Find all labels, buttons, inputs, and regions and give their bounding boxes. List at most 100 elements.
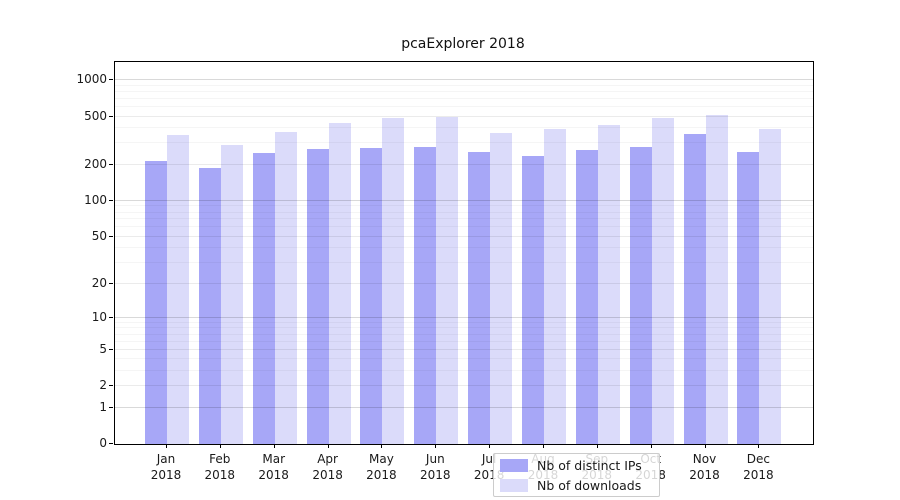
bar-dec-downloads	[759, 128, 782, 444]
x-tick-mark-may	[381, 444, 383, 448]
x-tick-mark-jan	[166, 444, 167, 448]
y-tick-label-200: 200	[84, 156, 107, 171]
y-tick-mark-10	[109, 316, 113, 318]
bar-may-distinct-ips	[360, 148, 383, 444]
y-tick-label-1000: 1000	[76, 72, 107, 86]
y-tick-label-50: 50	[91, 228, 107, 243]
x-tick-label-may: May 2018	[366, 452, 397, 482]
bar-sep-distinct-ips	[575, 149, 598, 444]
plot-area: Nb of distinct IPs Nb of downloads	[114, 61, 814, 497]
chart-title: pcaExplorer 2018	[401, 36, 525, 52]
bar-oct-downloads	[651, 118, 674, 444]
gridline-50	[115, 235, 813, 237]
y-tick-label-5: 5	[99, 341, 107, 356]
x-tick-mark-dec	[758, 444, 760, 448]
y-tick-mark-5	[109, 348, 113, 350]
gridline-minor-8	[115, 327, 813, 329]
y-tick-label-1: 1	[99, 399, 107, 414]
gridline-2	[115, 385, 813, 387]
y-tick-mark-500	[109, 115, 113, 117]
bar-feb-downloads	[220, 145, 243, 444]
gridline-minor-800	[115, 90, 813, 92]
legend-row-distinct-ips: Nb of distinct IPs	[500, 457, 659, 474]
x-tick-mark-mar	[273, 444, 275, 448]
gridline-20	[115, 282, 813, 284]
x-tick-mark-sep	[596, 444, 598, 448]
gridline-minor-4	[115, 358, 813, 360]
bar-jan-distinct-ips	[145, 160, 167, 444]
legend-row-downloads: Nb of downloads	[500, 477, 659, 494]
bar-may-downloads	[382, 118, 405, 444]
y-tick-mark-100	[109, 199, 113, 201]
gridline-5	[115, 348, 813, 350]
gridline-minor-30	[115, 262, 813, 264]
legend-label-distinct-ips: Nb of distinct IPs	[537, 457, 642, 473]
x-tick-mark-nov	[704, 444, 706, 448]
gridline-minor-40	[115, 247, 813, 249]
bar-mar-downloads	[274, 131, 297, 444]
gridline-500	[115, 115, 813, 117]
x-tick-mark-apr	[327, 444, 329, 448]
x-tick-label-dec: Dec 2018	[743, 452, 774, 482]
bar-aug-downloads	[543, 129, 566, 444]
x-tick-label-apr: Apr 2018	[312, 452, 343, 482]
y-tick-mark-1	[109, 406, 113, 408]
x-tick-label-feb: Feb 2018	[204, 452, 236, 482]
y-tick-label-20: 20	[91, 275, 107, 290]
bar-sep-downloads	[597, 124, 620, 444]
x-tick-label-jun: Jun 2018	[420, 452, 451, 482]
gridline-10	[115, 316, 813, 318]
legend: Nb of distinct IPs Nb of downloads	[493, 453, 660, 497]
y-tick-mark-20	[109, 282, 113, 284]
y-tick-mark-0	[109, 443, 113, 444]
y-tick-mark-200	[109, 163, 113, 165]
x-tick-mark-aug	[543, 444, 544, 448]
gridline-100	[115, 199, 813, 201]
gridline-minor-300	[115, 142, 813, 144]
gridline-minor-400	[115, 127, 813, 129]
bar-aug-distinct-ips	[521, 155, 544, 444]
bar-oct-distinct-ips	[629, 147, 652, 444]
gridline-1	[115, 406, 813, 408]
y-tick-label-100: 100	[84, 192, 107, 207]
gridline-minor-9	[115, 321, 813, 323]
x-tick-label-nov: Nov 2018	[689, 452, 720, 482]
bar-jun-distinct-ips	[414, 147, 437, 444]
bar-jul-distinct-ips	[468, 151, 491, 444]
bar-nov-downloads	[705, 115, 728, 444]
y-tick-mark-1000	[109, 79, 113, 80]
bar-jul-downloads	[490, 133, 513, 444]
y-tick-label-10: 10	[91, 309, 107, 324]
x-tick-mark-oct	[650, 444, 652, 448]
bar-nov-distinct-ips	[683, 134, 706, 444]
gridline-minor-900	[115, 84, 813, 86]
gridline-200	[115, 163, 813, 165]
gridline-minor-700	[115, 97, 813, 99]
gridline-1000	[115, 79, 813, 80]
gridline-minor-7	[115, 333, 813, 335]
x-tick-label-jan: Jan 2018	[150, 452, 182, 482]
bar-feb-distinct-ips	[198, 168, 221, 444]
x-tick-mark-jul	[489, 444, 491, 448]
gridline-minor-90	[115, 205, 813, 207]
bar-apr-distinct-ips	[306, 148, 329, 444]
gridline-minor-70	[115, 218, 813, 220]
legend-label-downloads: Nb of downloads	[537, 477, 642, 493]
gridline-minor-600	[115, 105, 813, 107]
bar-apr-downloads	[328, 122, 351, 444]
gridline-minor-60	[115, 226, 813, 228]
y-tick-label-0: 0	[99, 436, 107, 450]
bar-mar-distinct-ips	[252, 152, 275, 444]
x-tick-mark-feb	[219, 444, 221, 448]
bar-jan-downloads	[167, 134, 189, 444]
y-tick-mark-50	[109, 235, 113, 237]
gridline-minor-80	[115, 211, 813, 213]
gridline-minor-3	[115, 370, 813, 371]
y-tick-label-2: 2	[99, 378, 107, 393]
gridline-minor-6	[115, 340, 813, 342]
x-tick-mark-jun	[435, 444, 437, 448]
y-tick-label-500: 500	[84, 108, 107, 123]
bar-dec-distinct-ips	[737, 152, 760, 444]
bar-jun-downloads	[436, 116, 459, 444]
x-tick-label-mar: Mar 2018	[258, 452, 289, 482]
